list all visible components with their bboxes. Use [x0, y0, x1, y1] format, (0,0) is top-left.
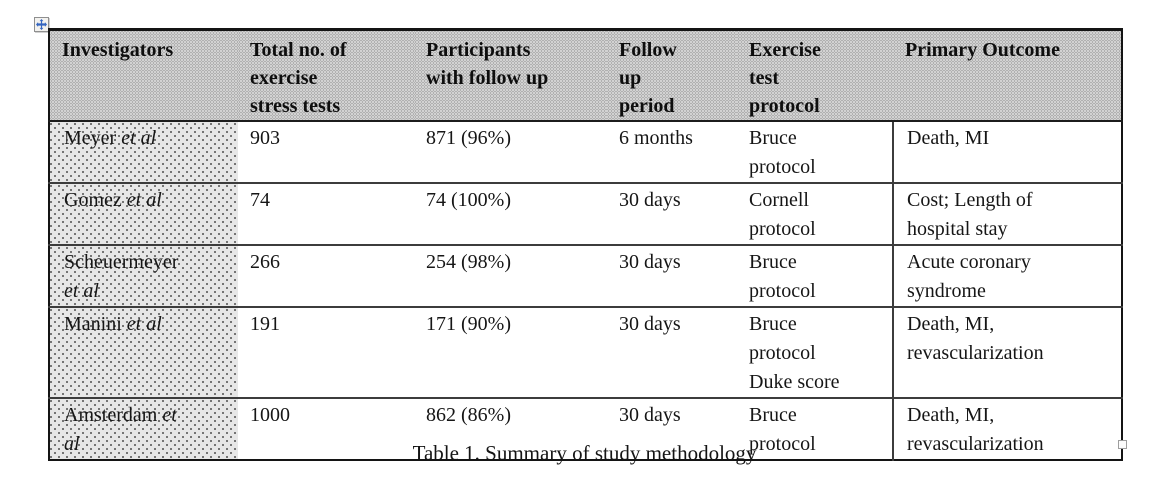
- total-tests-cell[interactable]: 903: [238, 121, 414, 184]
- investigator-cell[interactable]: Gomez et al: [49, 183, 238, 246]
- outcome-cell[interactable]: Acute coronary syndrome: [892, 245, 1122, 308]
- table-row: Meyer et al 903 871 (96%) 6 months Bruce…: [49, 121, 1122, 184]
- outcome-cell[interactable]: Death, MI: [892, 121, 1122, 184]
- participants-followup-cell[interactable]: 74 (100%): [414, 183, 607, 246]
- followup-period-cell[interactable]: 30 days: [607, 245, 737, 308]
- table-row: Gomez et al 74 74 (100%) 30 days Cornell…: [49, 183, 1122, 246]
- protocol-cell[interactable]: Bruce protocol Duke score: [737, 307, 893, 399]
- move-icon: [36, 19, 47, 30]
- participants-followup-cell[interactable]: 254 (98%): [414, 245, 607, 308]
- investigator-cell[interactable]: Amsterdam et al: [49, 398, 238, 460]
- investigator-cell[interactable]: Meyer et al: [49, 121, 238, 184]
- participants-followup-cell[interactable]: 171 (90%): [414, 307, 607, 399]
- outcome-cell[interactable]: Cost; Length of hospital stay: [892, 183, 1122, 246]
- protocol-cell[interactable]: Bruce protocol: [749, 404, 816, 455]
- followup-period-cell[interactable]: 6 months: [607, 121, 737, 184]
- table-body: Meyer et al 903 871 (96%) 6 months Bruce…: [49, 121, 1122, 460]
- protocol-cell[interactable]: Bruce protocol: [737, 245, 893, 308]
- investigator-cell[interactable]: Manini et al: [49, 307, 238, 399]
- followup-period-cell[interactable]: 30 days: [619, 404, 681, 426]
- table-row: Amsterdam et al 1000 862 (86%) 30 days B…: [49, 398, 1122, 460]
- participants-followup-cell[interactable]: 862 (86%): [426, 404, 511, 426]
- study-methodology-table: Investigators Total no. of exercise stre…: [48, 28, 1123, 461]
- total-tests-cell[interactable]: 191: [238, 307, 414, 399]
- col-header-total-tests[interactable]: Total no. of exercise stress tests: [238, 29, 414, 122]
- total-tests-cell[interactable]: 1000: [250, 404, 290, 426]
- table-caption[interactable]: Table 1. Summary of study methodology: [412, 441, 757, 465]
- followup-period-cell[interactable]: 30 days: [607, 307, 737, 399]
- col-header-primary-outcome[interactable]: Primary Outcome: [893, 29, 1122, 122]
- protocol-cell[interactable]: Bruce protocol: [737, 121, 893, 184]
- table-move-handle[interactable]: [34, 17, 49, 32]
- total-tests-cell[interactable]: 74: [238, 183, 414, 246]
- protocol-cell[interactable]: Cornell protocol: [737, 183, 893, 246]
- participants-followup-cell[interactable]: 871 (96%): [414, 121, 607, 184]
- col-header-investigators[interactable]: Investigators: [49, 29, 238, 122]
- col-header-participants-followup[interactable]: Participants with follow up: [414, 29, 607, 122]
- total-tests-cell[interactable]: 266: [238, 245, 414, 308]
- outcome-cell[interactable]: Death, MI, revascularization: [892, 307, 1122, 399]
- followup-period-cell[interactable]: 30 days: [607, 183, 737, 246]
- table-row: Manini et al 191 171 (90%) 30 days Bruce…: [49, 307, 1122, 399]
- outcome-cell[interactable]: Death, MI, revascularization: [892, 398, 1122, 460]
- table-row: Scheuermeyer et al 266 254 (98%) 30 days…: [49, 245, 1122, 308]
- col-header-exercise-protocol[interactable]: Exercise test protocol: [737, 29, 893, 122]
- header-row: Investigators Total no. of exercise stre…: [49, 29, 1122, 122]
- col-header-followup-period[interactable]: Follow up period: [607, 29, 737, 122]
- investigator-cell[interactable]: Scheuermeyer et al: [49, 245, 238, 308]
- table-resize-handle[interactable]: [1118, 440, 1127, 449]
